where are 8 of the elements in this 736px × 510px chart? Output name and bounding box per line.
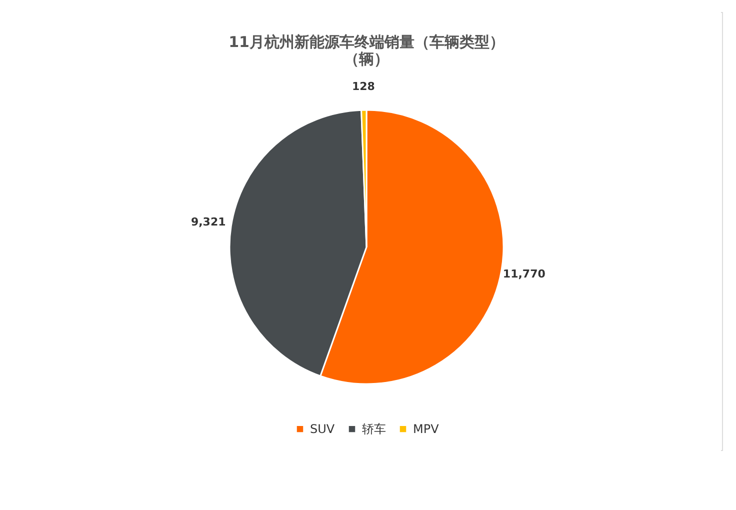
data-label: 128	[352, 80, 375, 94]
data-label: 9,321	[190, 216, 226, 229]
data-label: 11,770	[502, 267, 546, 280]
legend-label: 轿车	[362, 422, 386, 436]
legend-label: SUV	[310, 422, 336, 436]
legend-label: MPV	[413, 422, 440, 436]
text: 11月杭州新能源车终端销量（车辆类型）	[228, 33, 504, 52]
text: （辆）	[344, 50, 389, 68]
